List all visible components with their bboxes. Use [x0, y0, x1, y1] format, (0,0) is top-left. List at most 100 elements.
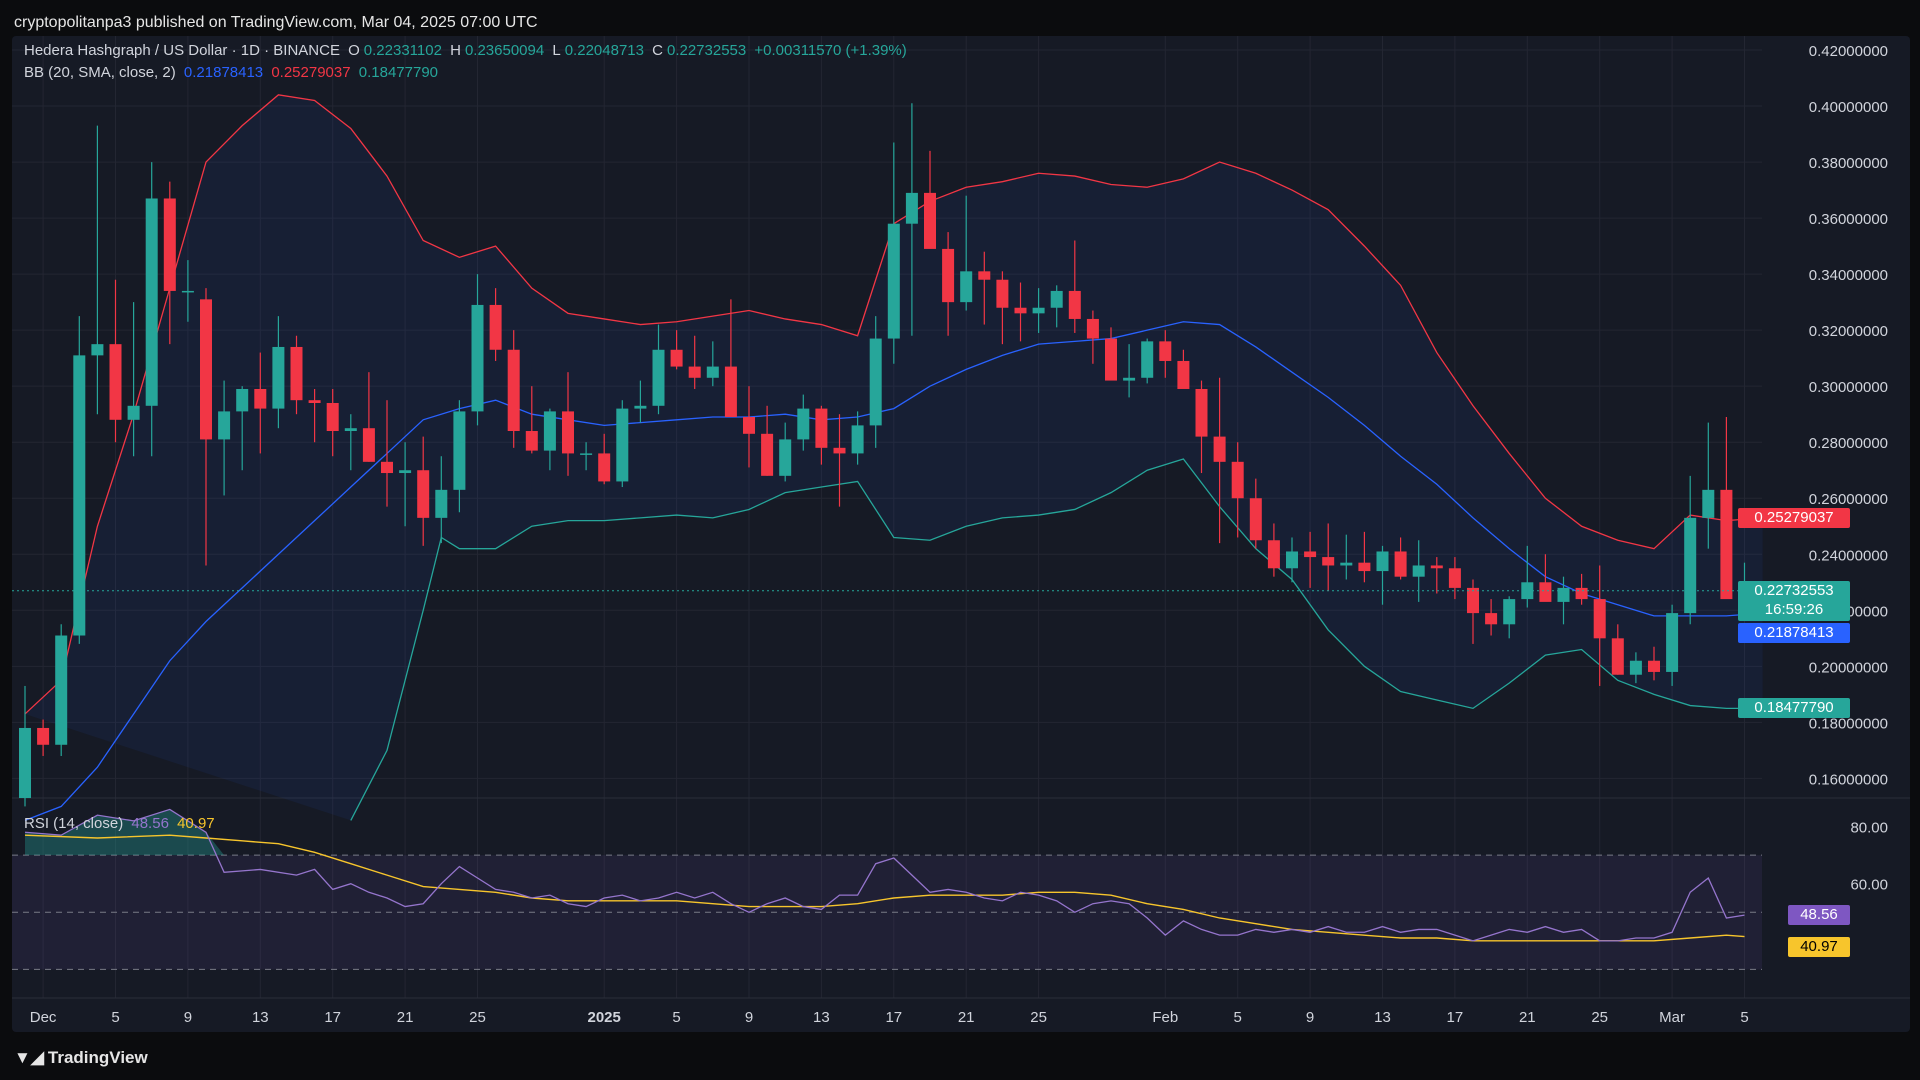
- ohlc-low: 0.22048713: [564, 42, 644, 59]
- candle-body: [453, 411, 466, 490]
- time-axis-label: 9: [184, 1009, 192, 1026]
- candle-body: [1213, 436, 1226, 462]
- candle-body: [1611, 638, 1624, 675]
- time-axis-label: 21: [397, 1009, 414, 1026]
- candle-body: [1539, 582, 1552, 602]
- candle-body: [670, 349, 683, 367]
- candle-body: [1684, 517, 1697, 614]
- time-axis-label: 5: [1234, 1009, 1242, 1026]
- price-axis-label: 0.32000000: [1809, 323, 1888, 340]
- candle-body: [1032, 307, 1045, 314]
- candle-body: [1376, 551, 1389, 572]
- time-axis-label: Mar: [1659, 1009, 1685, 1026]
- candle-body: [399, 470, 412, 474]
- candle-body: [254, 388, 267, 409]
- candle-body: [869, 338, 882, 426]
- candle-body: [724, 366, 737, 417]
- candle-body: [887, 223, 900, 339]
- bb-upper-value: 0.25279037: [271, 64, 351, 81]
- ohlc-high-label: H: [450, 42, 461, 59]
- price-axis-label: 0.16000000: [1809, 771, 1888, 788]
- candle-body: [163, 198, 176, 291]
- candle-body: [326, 402, 339, 432]
- close-price: 0.22732553: [1754, 581, 1834, 599]
- rsi-ma-line: [24, 834, 1745, 942]
- symbol-title[interactable]: Hedera Hashgraph / US Dollar · 1D · BINA…: [24, 42, 340, 59]
- time-axis-label: 17: [885, 1009, 902, 1026]
- candle-body: [1249, 498, 1262, 541]
- candle-body: [779, 439, 792, 476]
- ohlc-low-label: L: [552, 42, 561, 59]
- candle-body: [616, 408, 629, 482]
- candle-body: [1267, 540, 1280, 569]
- price-axis-label: 0.30000000: [1809, 379, 1888, 396]
- rsi-axis-label: 80.00: [1850, 820, 1888, 837]
- candle-body: [978, 271, 991, 280]
- chart-frame[interactable]: 0.42000000 0.40000000 0.38000000 0.36000000…: [12, 36, 1910, 1032]
- price-axis-label: 0.28000000: [1809, 435, 1888, 452]
- candle-body: [525, 431, 538, 451]
- candle-body: [290, 346, 303, 401]
- rsi-overbought-fill: [25, 809, 225, 856]
- rsi-legend-label[interactable]: RSI (14, close): [24, 815, 124, 832]
- tradingview-logo-text: TradingView: [47, 1048, 148, 1067]
- time-axis-label: 5: [1740, 1009, 1748, 1026]
- candle-body: [797, 408, 810, 440]
- candle-body: [1394, 551, 1407, 577]
- price-axis-label: 0.20000000: [1809, 659, 1888, 676]
- candle-body: [19, 727, 31, 798]
- tradingview-logo[interactable]: ▼◢ TradingView: [14, 1048, 148, 1068]
- candle-body: [37, 727, 50, 745]
- candle-body: [1702, 489, 1715, 518]
- candle-body: [1304, 551, 1317, 558]
- time-axis-label: 25: [1591, 1009, 1608, 1026]
- candle-body: [1141, 341, 1154, 378]
- candle-body: [924, 192, 936, 249]
- rsi-line: [24, 808, 1745, 942]
- ohlc-close: 0.22732553: [666, 42, 747, 59]
- ohlc-change: +0.00311570 (+1.39%): [754, 42, 907, 59]
- chart-canvas[interactable]: 0.42000000 0.40000000 0.38000000 0.36000000…: [12, 36, 1910, 1032]
- candle-body: [435, 489, 448, 518]
- candle-body: [1340, 562, 1353, 566]
- candle-body: [688, 366, 701, 378]
- rsi-ma-price-tag: 40.97: [1788, 936, 1850, 957]
- time-axis-label: 2025: [588, 1009, 621, 1026]
- rsi-price-tag: 48.56: [1788, 905, 1850, 926]
- rsi-value: 48.56: [131, 815, 169, 832]
- time-axis-label: Dec: [30, 1009, 57, 1026]
- candle-body: [127, 405, 140, 420]
- close-price-tag: 0.22732553 16:59:26: [1738, 580, 1850, 621]
- candle-body: [1430, 565, 1443, 569]
- candle-body: [362, 428, 375, 462]
- price-axis-label: 0.18000000: [1809, 715, 1888, 732]
- candle-body: [381, 461, 393, 474]
- candle-body: [489, 304, 502, 350]
- candle-body: [1322, 557, 1335, 566]
- candle-body: [1177, 360, 1190, 389]
- candle-body: [1123, 377, 1136, 381]
- ohlc-close-label: C: [652, 42, 663, 59]
- price-axis-label: 0.36000000: [1809, 211, 1888, 228]
- candle-body: [1666, 613, 1679, 672]
- time-axis-label: 21: [1519, 1009, 1536, 1026]
- candle-body: [1448, 568, 1461, 588]
- time-axis-label: 17: [1447, 1009, 1464, 1026]
- candle-body: [308, 400, 321, 403]
- time-axis-label: 5: [111, 1009, 119, 1026]
- candle-body: [543, 411, 556, 451]
- candle-body: [996, 279, 1009, 308]
- bb-fill: [25, 94, 1763, 821]
- bb-legend-label[interactable]: BB (20, SMA, close, 2): [24, 64, 176, 81]
- candle-body: [706, 366, 719, 378]
- candle-body: [109, 344, 122, 420]
- candle-body: [1195, 388, 1208, 437]
- candle-body: [1231, 461, 1244, 499]
- candle-body: [743, 417, 755, 434]
- candle-body: [960, 271, 973, 303]
- candle-body: [471, 304, 484, 412]
- bb-lower-value: 0.18477790: [358, 64, 438, 81]
- candle-body: [1068, 290, 1081, 319]
- candle-body: [851, 425, 864, 454]
- time-axis-label: 21: [958, 1009, 975, 1026]
